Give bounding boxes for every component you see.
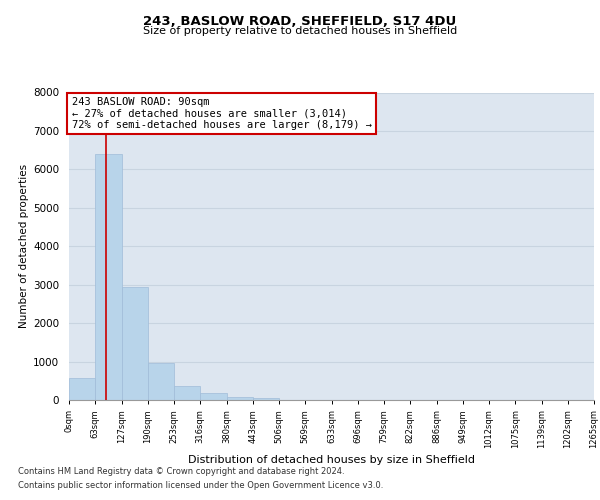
- Bar: [200, 394, 227, 400]
- Text: Contains public sector information licensed under the Open Government Licence v3: Contains public sector information licen…: [18, 481, 383, 490]
- Bar: [122, 286, 148, 400]
- X-axis label: Distribution of detached houses by size in Sheffield: Distribution of detached houses by size …: [188, 455, 475, 465]
- Bar: [253, 398, 279, 400]
- Bar: [95, 154, 122, 400]
- Bar: [174, 386, 200, 400]
- Text: Contains HM Land Registry data © Crown copyright and database right 2024.: Contains HM Land Registry data © Crown c…: [18, 467, 344, 476]
- Bar: [227, 396, 253, 400]
- Text: Size of property relative to detached houses in Sheffield: Size of property relative to detached ho…: [143, 26, 457, 36]
- Bar: [69, 378, 95, 400]
- Text: 243 BASLOW ROAD: 90sqm
← 27% of detached houses are smaller (3,014)
72% of semi-: 243 BASLOW ROAD: 90sqm ← 27% of detached…: [71, 97, 371, 130]
- Text: 243, BASLOW ROAD, SHEFFIELD, S17 4DU: 243, BASLOW ROAD, SHEFFIELD, S17 4DU: [143, 15, 457, 28]
- Y-axis label: Number of detached properties: Number of detached properties: [19, 164, 29, 328]
- Bar: [148, 362, 174, 400]
